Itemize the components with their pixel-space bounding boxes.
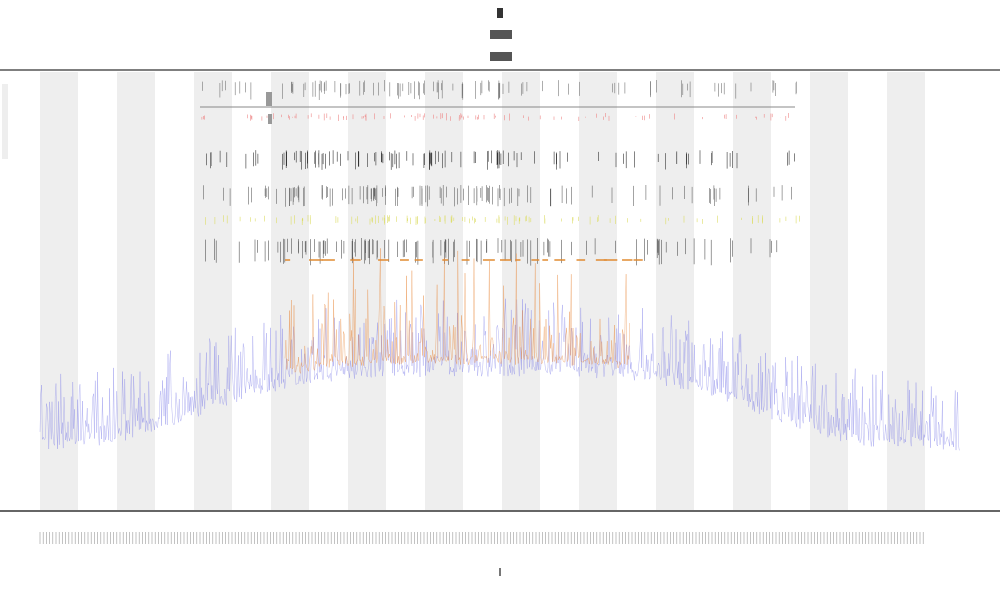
band: [271, 72, 309, 510]
bands: [40, 72, 925, 510]
footer-mark: [499, 568, 501, 576]
band: [40, 72, 78, 510]
side-legend: [2, 84, 8, 159]
header-mark: [497, 8, 503, 18]
signal-blue: [39, 298, 961, 451]
band: [656, 72, 694, 510]
track-marker: [268, 114, 272, 124]
signal-orange: [284, 248, 630, 374]
x-tick-strip: [39, 532, 924, 544]
band: [117, 72, 155, 510]
band: [502, 72, 540, 510]
header-mark: [490, 52, 512, 61]
band: [194, 72, 232, 510]
band: [733, 72, 771, 510]
tracks: [39, 80, 961, 451]
band: [579, 72, 617, 510]
header-mark: [490, 30, 512, 39]
track-marker: [266, 92, 272, 106]
band: [887, 72, 925, 510]
band: [810, 72, 848, 510]
